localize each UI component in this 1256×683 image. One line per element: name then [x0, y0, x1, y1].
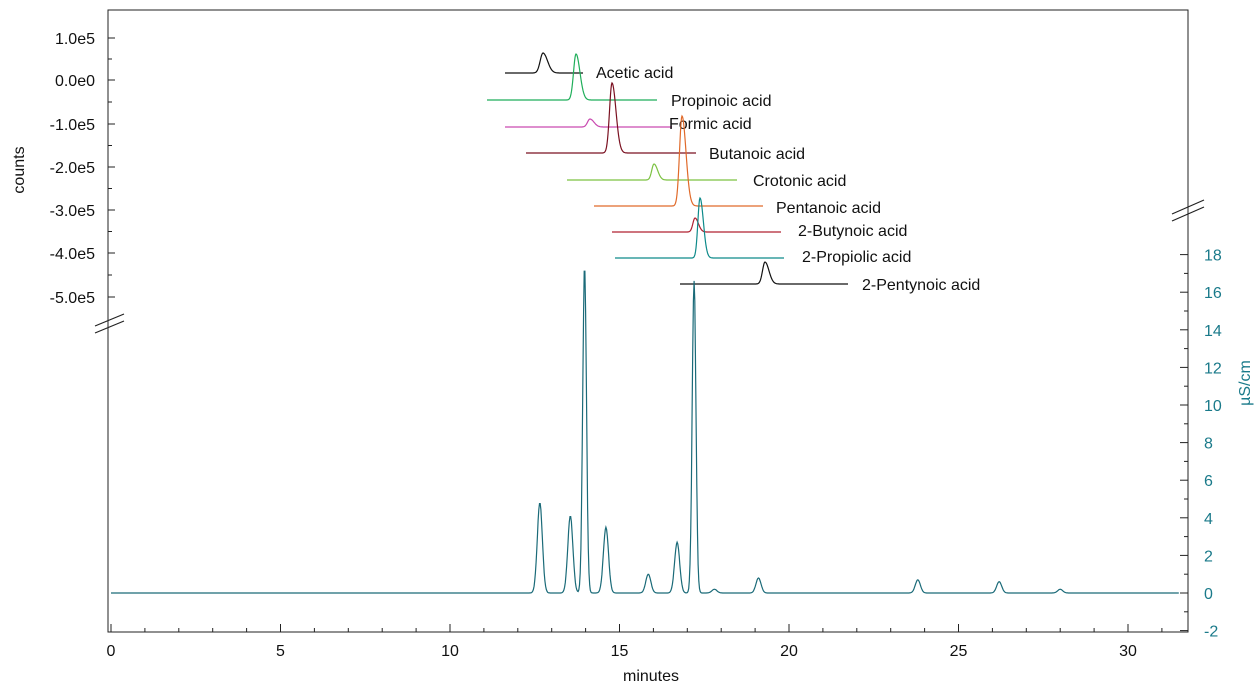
ms-trace-stack: Acetic acid Propinoic acid Formic acid Buta… — [487, 52, 980, 294]
x-tick-label: 25 — [950, 643, 968, 660]
x-axis: 0 5 10 15 20 25 30 — [107, 624, 1163, 660]
left-y-axis: 1.0e5 0.0e0 -1.0e5 -2.0e5 -3.0e5 -4.0e5 -5.0e5 — [50, 31, 115, 307]
right-tick-label: 6 — [1204, 473, 1213, 490]
ms-trace-label: 2-Butynoic acid — [798, 223, 907, 240]
ms-trace — [505, 118, 672, 128]
right-tick-label: 8 — [1204, 436, 1213, 453]
x-tick-label: 30 — [1119, 643, 1137, 660]
left-tick-label: -3.0e5 — [50, 203, 95, 220]
x-axis-title: minutes — [623, 668, 679, 683]
ms-trace — [526, 81, 696, 154]
ms-trace-label: Propinoic acid — [671, 93, 772, 110]
ms-trace — [594, 114, 763, 207]
left-tick-label: -4.0e5 — [50, 246, 95, 263]
ms-trace — [487, 53, 657, 101]
ms-trace-label: Acetic acid — [596, 65, 673, 82]
right-axis-break — [1171, 199, 1205, 222]
conductivity-trace — [111, 270, 1179, 594]
right-tick-label: 12 — [1204, 360, 1222, 377]
left-tick-label: -2.0e5 — [50, 160, 95, 177]
x-tick-label: 20 — [780, 643, 798, 660]
ms-trace-label: Crotonic acid — [753, 173, 846, 190]
ms-trace — [680, 261, 848, 285]
left-tick-label: 1.0e5 — [55, 31, 95, 48]
plot-frame — [107, 9, 1189, 633]
left-y-axis-title: counts — [11, 146, 28, 193]
right-tick-label: 16 — [1204, 285, 1222, 302]
ms-trace — [505, 52, 583, 74]
ms-trace — [612, 217, 781, 233]
ms-trace-label: Butanoic acid — [709, 146, 805, 163]
ms-trace — [615, 196, 784, 259]
right-tick-label: 0 — [1204, 586, 1213, 603]
ms-trace-label: Formic acid — [669, 116, 752, 133]
ms-trace-label: 2-Pentynoic acid — [862, 277, 980, 294]
ms-trace — [567, 163, 737, 181]
right-tick-label: -2 — [1204, 624, 1218, 641]
ms-trace-label: 2-Propiolic acid — [802, 249, 911, 266]
left-axis-break — [94, 313, 125, 334]
left-tick-label: 0.0e0 — [55, 73, 95, 90]
right-y-axis-title: µS/cm — [1237, 360, 1254, 406]
x-tick-label: 5 — [276, 643, 285, 660]
left-tick-label: -1.0e5 — [50, 117, 95, 134]
right-tick-label: 2 — [1204, 548, 1213, 565]
x-tick-label: 10 — [441, 643, 459, 660]
x-tick-label: 15 — [611, 643, 629, 660]
x-tick-label: 0 — [107, 643, 116, 660]
right-tick-label: 4 — [1204, 511, 1213, 528]
right-tick-label: 14 — [1204, 323, 1222, 340]
left-tick-label: -5.0e5 — [50, 290, 95, 307]
ms-trace-label: Pentanoic acid — [776, 200, 881, 217]
right-tick-label: 18 — [1204, 248, 1222, 265]
right-y-axis: -2 0 2 4 6 8 10 12 14 16 18 — [1180, 248, 1222, 641]
right-tick-label: 10 — [1204, 398, 1222, 415]
